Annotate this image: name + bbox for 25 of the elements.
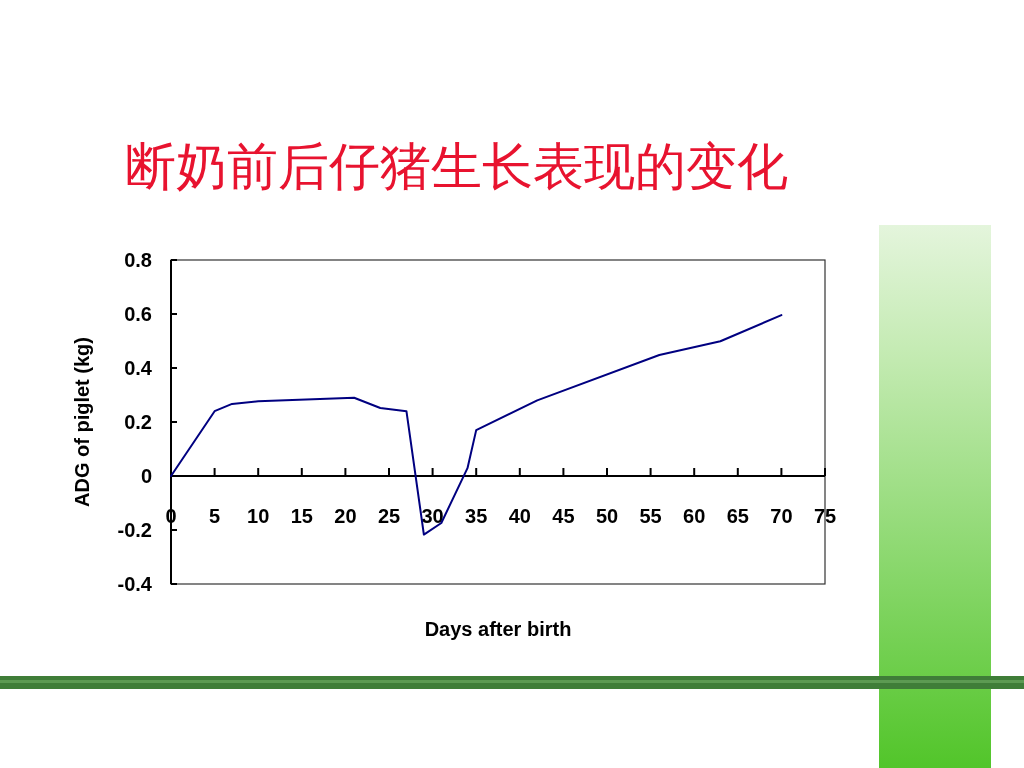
x-tick-label: 30 bbox=[421, 505, 444, 527]
x-tick-label: 45 bbox=[552, 505, 575, 527]
x-tick-label: 5 bbox=[209, 505, 221, 527]
y-tick-label: 0.2 bbox=[124, 411, 152, 433]
x-label: Days after birth bbox=[424, 618, 572, 640]
y-tick-label: -0.2 bbox=[117, 519, 152, 541]
x-tick-label: 60 bbox=[683, 505, 706, 527]
x-tick-label: 50 bbox=[595, 505, 619, 527]
y-tick-label: 0.8 bbox=[124, 249, 152, 271]
y-tick-label: 0.6 bbox=[124, 303, 152, 325]
y-tick-label: 0.4 bbox=[124, 357, 153, 379]
x-tick-label: 20 bbox=[334, 505, 357, 527]
y-tick-label: 0 bbox=[140, 465, 152, 487]
y-label: ADG of piglet (kg) bbox=[71, 337, 93, 507]
y-tick-label: -0.4 bbox=[117, 573, 153, 595]
x-tick-label: 70 bbox=[770, 505, 793, 527]
x-tick-label: 15 bbox=[290, 505, 313, 527]
x-tick-label: 55 bbox=[639, 505, 662, 527]
x-tick-label: 35 bbox=[465, 505, 488, 527]
x-tick-label: 40 bbox=[508, 505, 531, 527]
x-tick-label: 65 bbox=[726, 505, 749, 527]
x-tick-label: 25 bbox=[377, 505, 401, 527]
x-tick-label: 75 bbox=[813, 505, 837, 527]
x-tick-label: 10 bbox=[247, 505, 270, 527]
title: 断奶前后仔猪生长表现的变化 bbox=[124, 139, 788, 195]
